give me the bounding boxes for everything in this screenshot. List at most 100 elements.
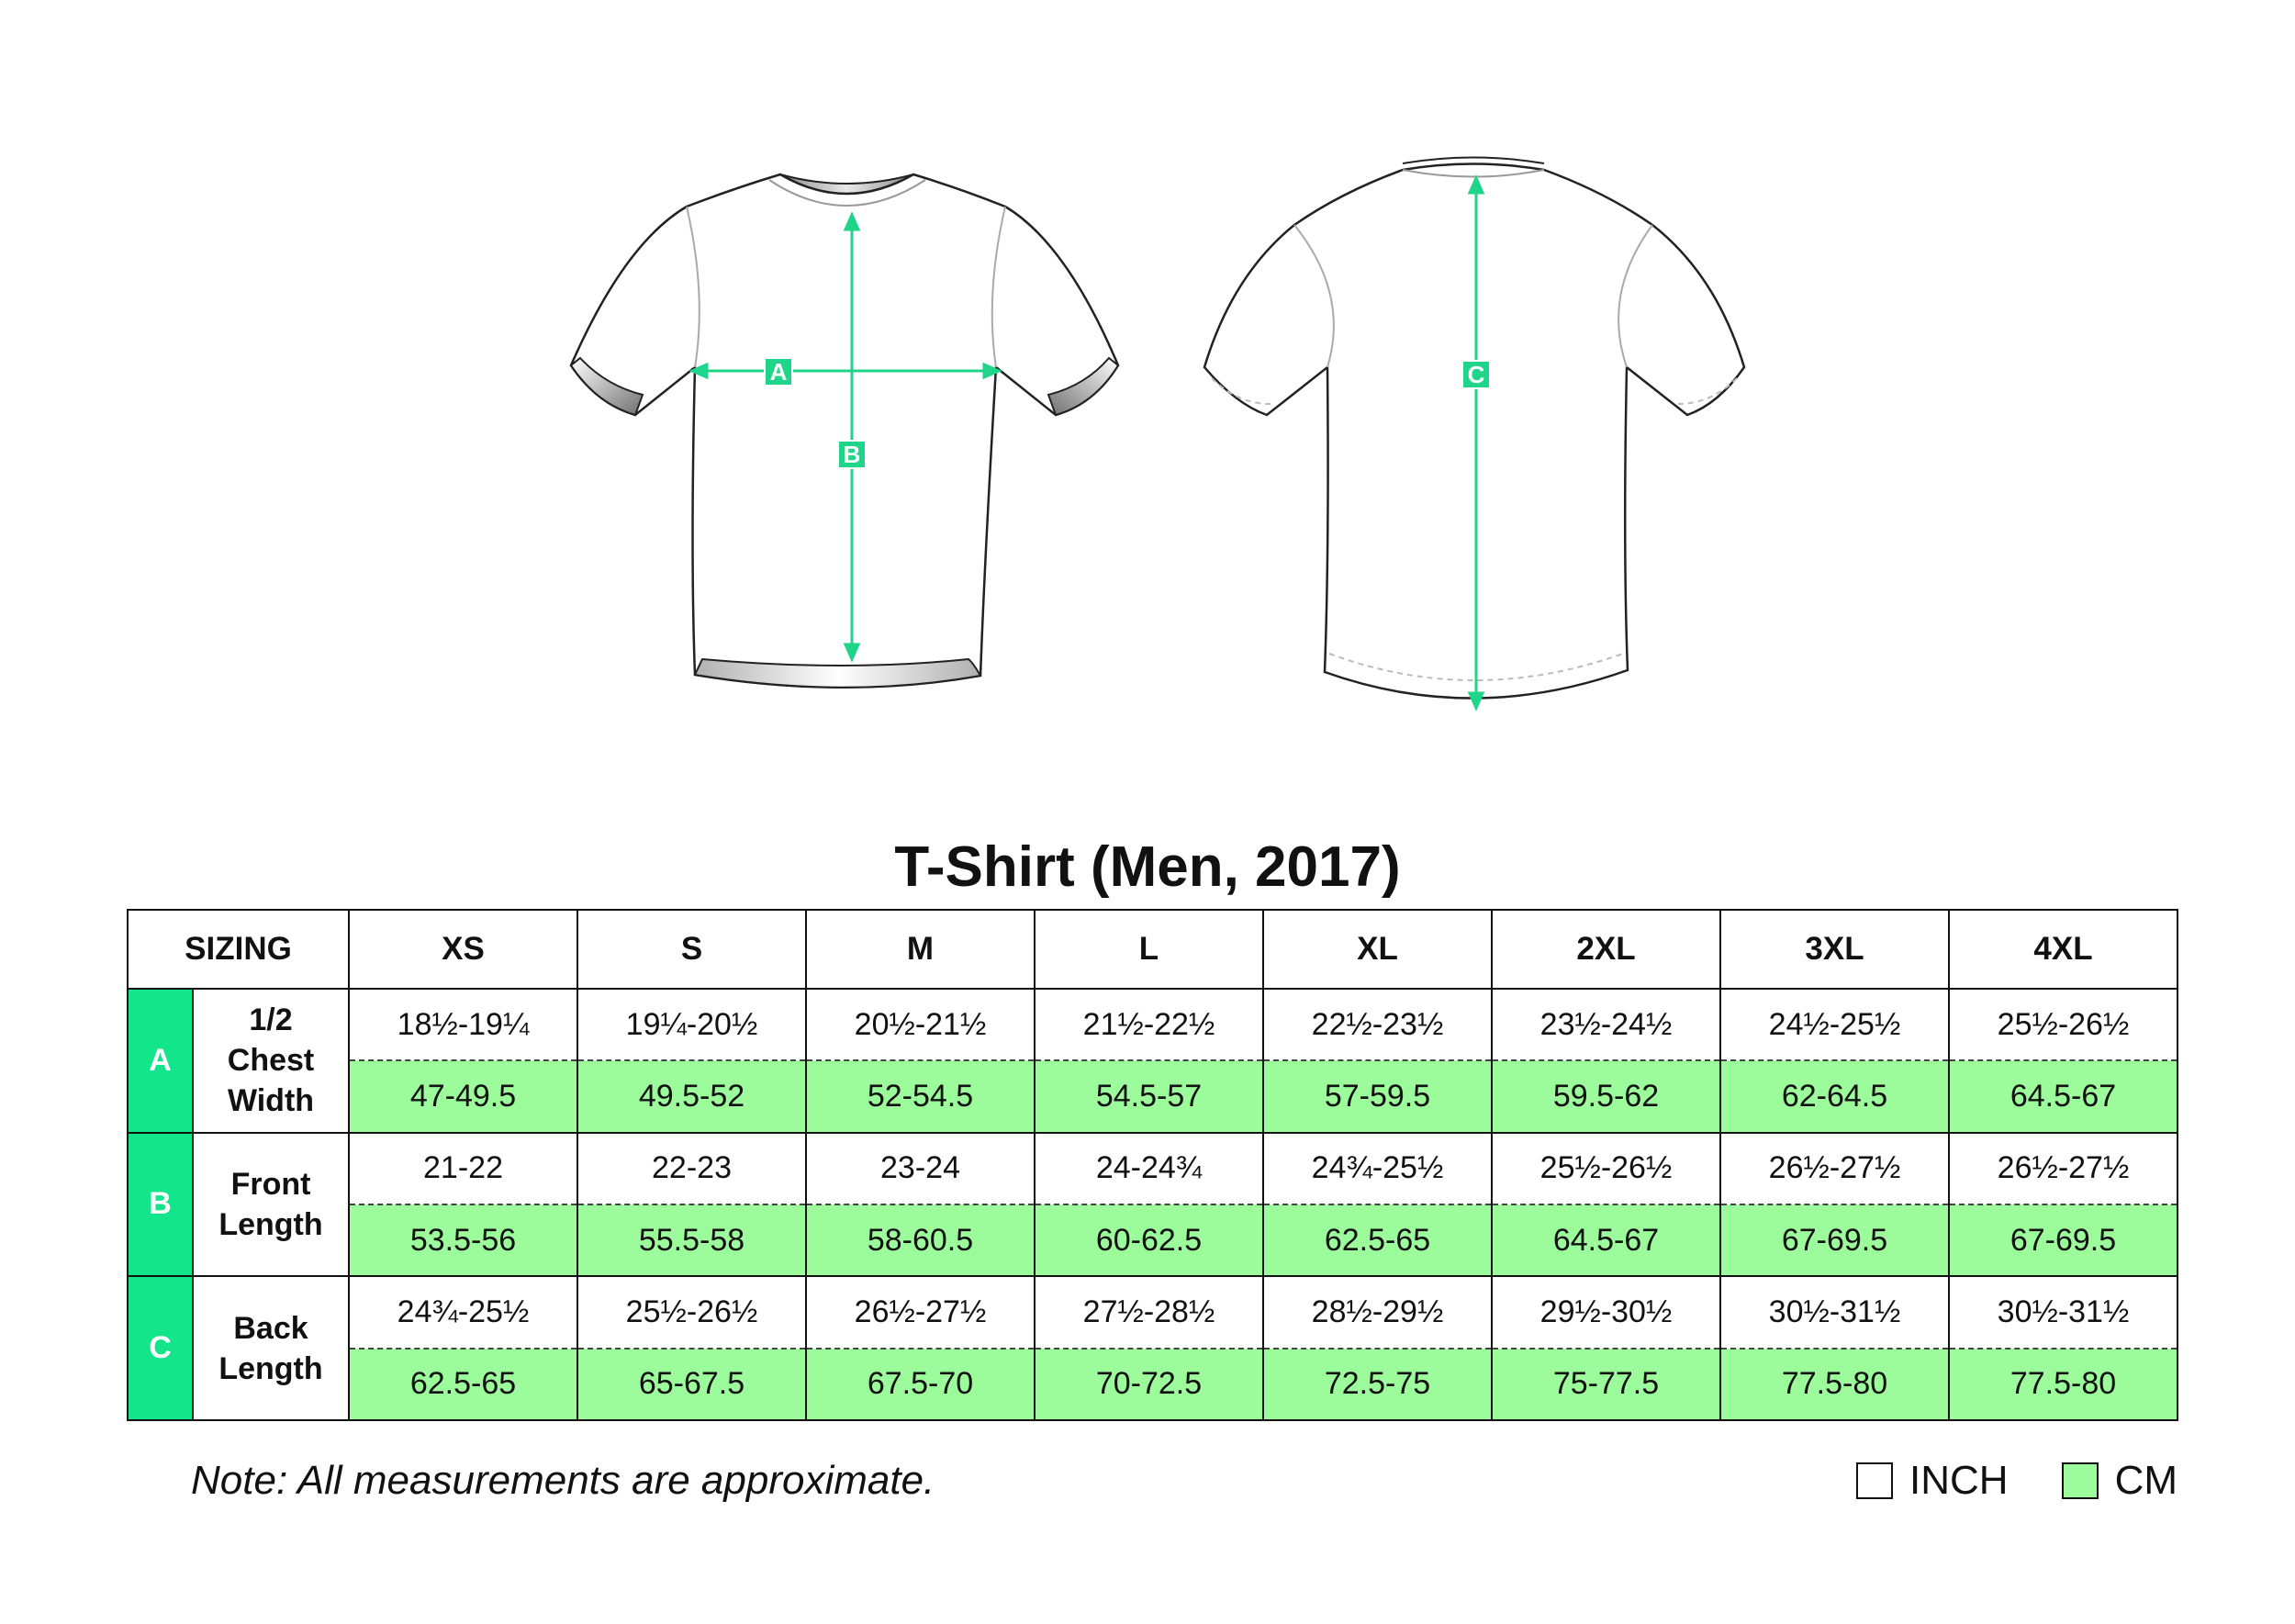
inch-cell: 23-24 bbox=[805, 1131, 1036, 1205]
marker-c: C bbox=[1461, 360, 1491, 389]
label-line: Chest bbox=[227, 1043, 315, 1079]
inch-cell: 24¾-25½ bbox=[348, 1275, 578, 1350]
inch-cell: 26½-27½ bbox=[1948, 1131, 2178, 1205]
front-armhole-right bbox=[991, 206, 1006, 368]
size-header-4xl: 4XL bbox=[1948, 909, 2178, 990]
cm-cell: 62.5-65 bbox=[348, 1347, 578, 1422]
row-label-chest-width: 1/2 Chest Width bbox=[192, 988, 350, 1134]
cm-cell: 65-67.5 bbox=[577, 1347, 807, 1422]
back-shirt: C bbox=[1203, 156, 1746, 711]
inch-cell: 22-23 bbox=[577, 1131, 807, 1205]
row-b-inch: B Front Length 21-22 22-23 23-24 24-24¾ … bbox=[127, 1131, 2178, 1278]
row-b-cm: 53.5-56 55.5-58 58-60.5 60-62.5 62.5-65 … bbox=[128, 1203, 2178, 1278]
back-cuff-left-stitch bbox=[1211, 377, 1271, 405]
inch-cell: 27½-28½ bbox=[1034, 1275, 1264, 1350]
svg-text:A: A bbox=[770, 358, 788, 386]
cm-cell: 72.5-75 bbox=[1262, 1347, 1493, 1422]
marker-b: B bbox=[837, 440, 867, 469]
inch-cell: 24-24¾ bbox=[1034, 1131, 1264, 1205]
front-collar bbox=[768, 179, 926, 207]
back-armhole-left bbox=[1293, 224, 1335, 368]
cm-cell: 62-64.5 bbox=[1719, 1059, 1950, 1134]
size-header-2xl: 2XL bbox=[1491, 909, 1721, 990]
front-armhole-left bbox=[686, 206, 700, 368]
legend-cm: CM bbox=[2061, 1458, 2177, 1504]
unit-legend: INCH CM bbox=[1803, 1458, 2177, 1504]
front-cuff-right bbox=[1047, 356, 1120, 417]
row-label-back-length: Back Length bbox=[192, 1275, 350, 1421]
row-a-cm: 47-49.5 49.5-52 52-54.5 54.5-57 57-59.5 … bbox=[128, 1059, 2178, 1134]
inch-cell: 25½-26½ bbox=[1948, 987, 2178, 1062]
svg-text:B: B bbox=[844, 441, 861, 468]
inch-cell: 26½-27½ bbox=[805, 1275, 1036, 1350]
label-line: Back bbox=[233, 1310, 308, 1346]
row-letter-b: B bbox=[127, 1131, 194, 1278]
inch-cell: 19¼-20½ bbox=[577, 987, 807, 1062]
row-c-cm: 62.5-65 65-67.5 67.5-70 70-72.5 72.5-75 … bbox=[128, 1347, 2178, 1422]
front-cuff-left bbox=[569, 356, 644, 417]
legend-cm-label: CM bbox=[2114, 1458, 2177, 1503]
label-line: Front bbox=[230, 1166, 311, 1202]
cm-cell: 67-69.5 bbox=[1719, 1203, 1950, 1278]
cm-cell: 52-54.5 bbox=[805, 1059, 1036, 1134]
row-letter-c: C bbox=[127, 1275, 194, 1421]
back-armhole-right bbox=[1618, 224, 1653, 368]
cm-cell: 67-69.5 bbox=[1948, 1203, 2178, 1278]
cm-cell: 49.5-52 bbox=[577, 1059, 807, 1134]
cm-cell: 60-62.5 bbox=[1034, 1203, 1264, 1278]
inch-cell: 29½-30½ bbox=[1491, 1275, 1721, 1350]
front-hem bbox=[693, 657, 982, 689]
cm-cell: 64.5-67 bbox=[1491, 1203, 1721, 1278]
cm-cell: 53.5-56 bbox=[348, 1203, 578, 1278]
inch-cell: 30½-31½ bbox=[1948, 1275, 2178, 1350]
size-header-row: SIZING XS S M L XL 2XL 3XL 4XL bbox=[127, 909, 2178, 990]
size-header-xs: XS bbox=[348, 909, 578, 990]
cm-cell: 64.5-67 bbox=[1948, 1059, 2178, 1134]
inch-cell: 23½-24½ bbox=[1491, 987, 1721, 1062]
cm-cell: 59.5-62 bbox=[1491, 1059, 1721, 1134]
sizing-header: SIZING bbox=[127, 909, 350, 990]
inch-cell: 18½-19¼ bbox=[348, 987, 578, 1062]
size-header-xl: XL bbox=[1262, 909, 1493, 990]
cm-cell: 55.5-58 bbox=[577, 1203, 807, 1278]
inch-cell: 30½-31½ bbox=[1719, 1275, 1950, 1350]
inch-cell: 26½-27½ bbox=[1719, 1131, 1950, 1205]
cm-cell: 75-77.5 bbox=[1491, 1347, 1721, 1422]
size-header-3xl: 3XL bbox=[1719, 909, 1950, 990]
cm-swatch bbox=[2061, 1462, 2099, 1499]
cm-cell: 54.5-57 bbox=[1034, 1059, 1264, 1134]
size-header-l: L bbox=[1034, 909, 1264, 990]
legend-inch: INCH bbox=[1856, 1458, 2009, 1504]
svg-text:C: C bbox=[1468, 361, 1485, 388]
inch-swatch bbox=[1856, 1462, 1893, 1499]
back-body-outline bbox=[1203, 162, 1746, 700]
label-line: Length bbox=[218, 1350, 323, 1386]
row-letter-a: A bbox=[127, 988, 194, 1134]
approximate-note: Note: All measurements are approximate. bbox=[191, 1458, 935, 1503]
back-cuff-right-stitch bbox=[1677, 377, 1738, 405]
inch-cell: 20½-21½ bbox=[805, 987, 1036, 1062]
cm-cell: 57-59.5 bbox=[1262, 1059, 1493, 1134]
tshirt-diagrams: A B C bbox=[569, 156, 1746, 711]
front-body-outline bbox=[569, 173, 1120, 689]
chart-title: T-Shirt (Men, 2017) bbox=[894, 835, 1401, 899]
marker-a: A bbox=[764, 357, 793, 386]
inch-cell: 24¾-25½ bbox=[1262, 1131, 1493, 1205]
cm-cell: 77.5-80 bbox=[1719, 1347, 1950, 1422]
inch-cell: 25½-26½ bbox=[1491, 1131, 1721, 1205]
label-line: 1/2 bbox=[249, 1002, 293, 1038]
row-c-inch: C Back Length 24¾-25½ 25½-26½ 26½-27½ 27… bbox=[127, 1275, 2178, 1421]
size-header-m: M bbox=[805, 909, 1036, 990]
cm-cell: 58-60.5 bbox=[805, 1203, 1036, 1278]
row-label-front-length: Front Length bbox=[192, 1131, 350, 1278]
back-collar bbox=[1402, 169, 1545, 178]
inch-cell: 21½-22½ bbox=[1034, 987, 1264, 1062]
inch-cell: 22½-23½ bbox=[1262, 987, 1493, 1062]
inch-cell: 24½-25½ bbox=[1719, 987, 1950, 1062]
size-table: SIZING XS S M L XL 2XL 3XL 4XL A 1/2 Che… bbox=[127, 909, 2178, 1422]
label-line: Length bbox=[218, 1206, 323, 1242]
legend-inch-label: INCH bbox=[1909, 1458, 2009, 1503]
label-line: Width bbox=[227, 1083, 315, 1119]
size-header-s: S bbox=[577, 909, 807, 990]
back-collar-top bbox=[1402, 156, 1545, 164]
